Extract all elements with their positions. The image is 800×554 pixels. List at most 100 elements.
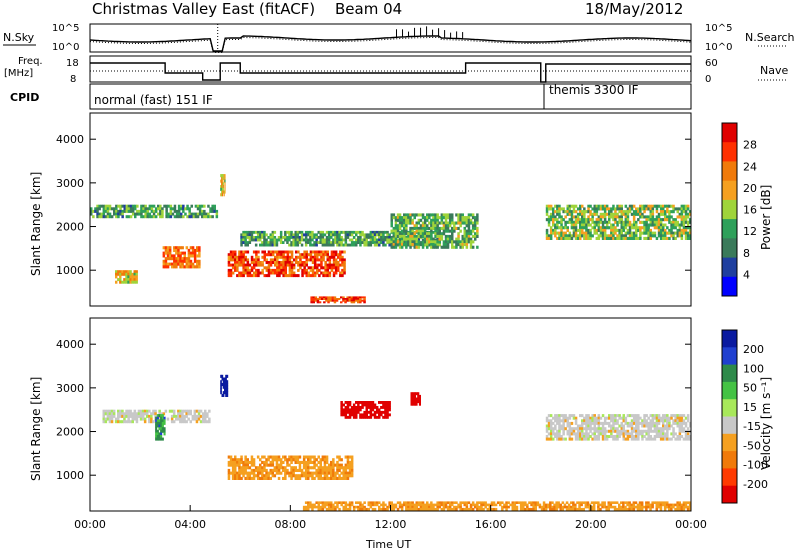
heatmap-cell — [659, 212, 663, 216]
heatmap-cell — [674, 220, 677, 224]
heatmap-cell — [586, 503, 590, 507]
heatmap-cell — [585, 419, 588, 423]
heatmap-cell — [348, 460, 352, 464]
heatmap-cell — [428, 503, 431, 507]
heatmap-cell — [403, 221, 406, 225]
heatmap-cell — [645, 505, 648, 509]
freq-y-top: 18 — [66, 58, 79, 69]
heatmap-cell — [371, 233, 375, 237]
heatmap-cell — [676, 419, 679, 423]
heatmap-cell — [626, 435, 630, 438]
heatmap-cell — [467, 213, 471, 217]
heatmap-cell — [455, 243, 458, 247]
heatmap-cell — [244, 263, 247, 267]
heatmap-cell — [252, 474, 256, 478]
heatmap-cell — [315, 241, 318, 244]
heatmap-cell — [559, 507, 562, 511]
heatmap-cell — [158, 417, 161, 421]
heatmap-cell — [173, 246, 176, 250]
heatmap-cell — [263, 258, 266, 262]
heatmap-cell — [382, 401, 385, 404]
heatmap-cell — [684, 236, 688, 240]
heatmap-cell — [161, 207, 164, 211]
heatmap-cell — [419, 505, 423, 509]
heatmap-cell — [442, 245, 446, 249]
heatmap-cell — [666, 218, 669, 222]
heatmap-cell — [638, 505, 642, 509]
heatmap-cell — [267, 243, 270, 247]
heatmap-cell — [100, 212, 103, 216]
heatmap-cell — [263, 460, 266, 464]
heatmap-cell — [321, 458, 325, 462]
heatmap-cell — [618, 220, 621, 224]
heatmap-cell — [223, 179, 225, 183]
heatmap-cell — [386, 233, 389, 237]
heatmap-cell — [325, 243, 329, 247]
heatmap-cell — [576, 228, 580, 232]
heatmap-cell — [175, 257, 178, 261]
heatmap-cell — [342, 238, 345, 242]
heatmap-cell — [384, 406, 387, 409]
heatmap-cell — [574, 419, 578, 423]
heatmap-cell — [320, 271, 323, 275]
power-colorbar-swatches — [722, 123, 737, 297]
heatmap-cell — [171, 265, 174, 269]
heatmap-cell — [647, 424, 650, 428]
heatmap-cell — [549, 432, 553, 436]
heatmap-cell — [405, 218, 408, 222]
heatmap-cell — [288, 238, 291, 242]
heatmap-cell — [242, 474, 245, 478]
heatmap-cell — [102, 215, 106, 219]
heatmap-cell — [413, 397, 416, 401]
heatmap-cell — [666, 501, 669, 504]
heatmap-cell — [332, 468, 335, 472]
heatmap-cell — [330, 460, 333, 464]
heatmap-cell — [170, 420, 174, 424]
heatmap-cell — [311, 261, 315, 264]
heatmap-cell — [580, 503, 583, 507]
heatmap-cell — [589, 204, 592, 208]
heatmap-cell — [436, 226, 439, 230]
heatmap-cell — [444, 224, 448, 228]
heatmap-cell — [428, 216, 431, 220]
heatmap-cell — [309, 268, 313, 272]
heatmap-cell — [628, 220, 632, 224]
heatmap-cell — [659, 419, 663, 423]
heatmap-cell — [135, 280, 138, 284]
heatmap-cell — [242, 241, 245, 244]
heatmap-cell — [579, 204, 582, 208]
heatmap-cell — [294, 468, 297, 472]
heatmap-cell — [115, 215, 118, 219]
heatmap-cell — [515, 507, 519, 511]
heatmap-cell — [579, 207, 582, 211]
heatmap-cell — [344, 233, 348, 237]
heatmap-cell — [471, 503, 475, 507]
heatmap-cell — [453, 501, 456, 504]
heatmap-cell — [601, 437, 605, 441]
heatmap-cell — [591, 421, 594, 425]
heatmap-cell — [164, 251, 168, 255]
heatmap-cell — [277, 455, 281, 459]
heatmap-cell — [547, 234, 551, 238]
heatmap-cell — [610, 435, 613, 438]
heatmap-cell — [269, 241, 272, 244]
heatmap-cell — [263, 468, 266, 472]
heatmap-cell — [396, 238, 400, 242]
heatmap-cell — [252, 236, 256, 239]
heatmap-cell — [265, 266, 269, 270]
heatmap-cell — [290, 266, 294, 270]
heatmap-cell — [375, 415, 379, 419]
heatmap-cell — [436, 224, 439, 228]
heatmap-cell — [115, 209, 118, 213]
heatmap-cell — [181, 412, 184, 416]
heatmap-cell — [162, 246, 166, 250]
heatmap-cell — [196, 248, 199, 252]
heatmap-cell — [686, 226, 690, 230]
heatmap-cell — [220, 174, 222, 178]
heatmap-cell — [657, 414, 661, 418]
heatmap-cell — [595, 427, 599, 431]
heatmap-cell — [616, 419, 619, 423]
heatmap-cell — [620, 231, 623, 235]
heatmap-cell — [209, 207, 212, 211]
heatmap-cell — [513, 501, 517, 504]
